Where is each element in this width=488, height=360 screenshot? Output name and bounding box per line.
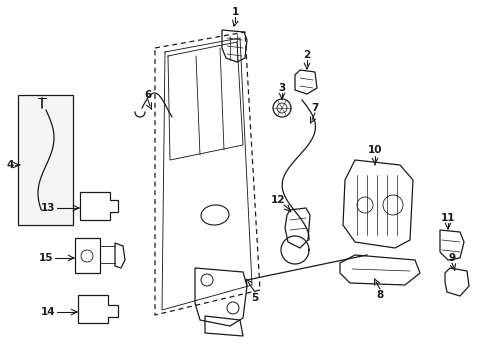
- Text: 7: 7: [311, 103, 318, 113]
- Text: 13: 13: [41, 203, 55, 213]
- Text: 14: 14: [41, 307, 55, 317]
- Text: 3: 3: [278, 83, 285, 93]
- Text: 15: 15: [39, 253, 53, 263]
- Text: 9: 9: [447, 253, 455, 263]
- Text: 1: 1: [231, 7, 238, 17]
- Text: 11: 11: [440, 213, 454, 223]
- Text: 8: 8: [376, 290, 383, 300]
- Text: 12: 12: [270, 195, 285, 205]
- Text: 4: 4: [6, 160, 14, 170]
- Text: 5: 5: [251, 293, 258, 303]
- Text: 10: 10: [367, 145, 382, 155]
- Text: 6: 6: [144, 90, 151, 100]
- Text: 2: 2: [303, 50, 310, 60]
- FancyBboxPatch shape: [18, 95, 73, 225]
